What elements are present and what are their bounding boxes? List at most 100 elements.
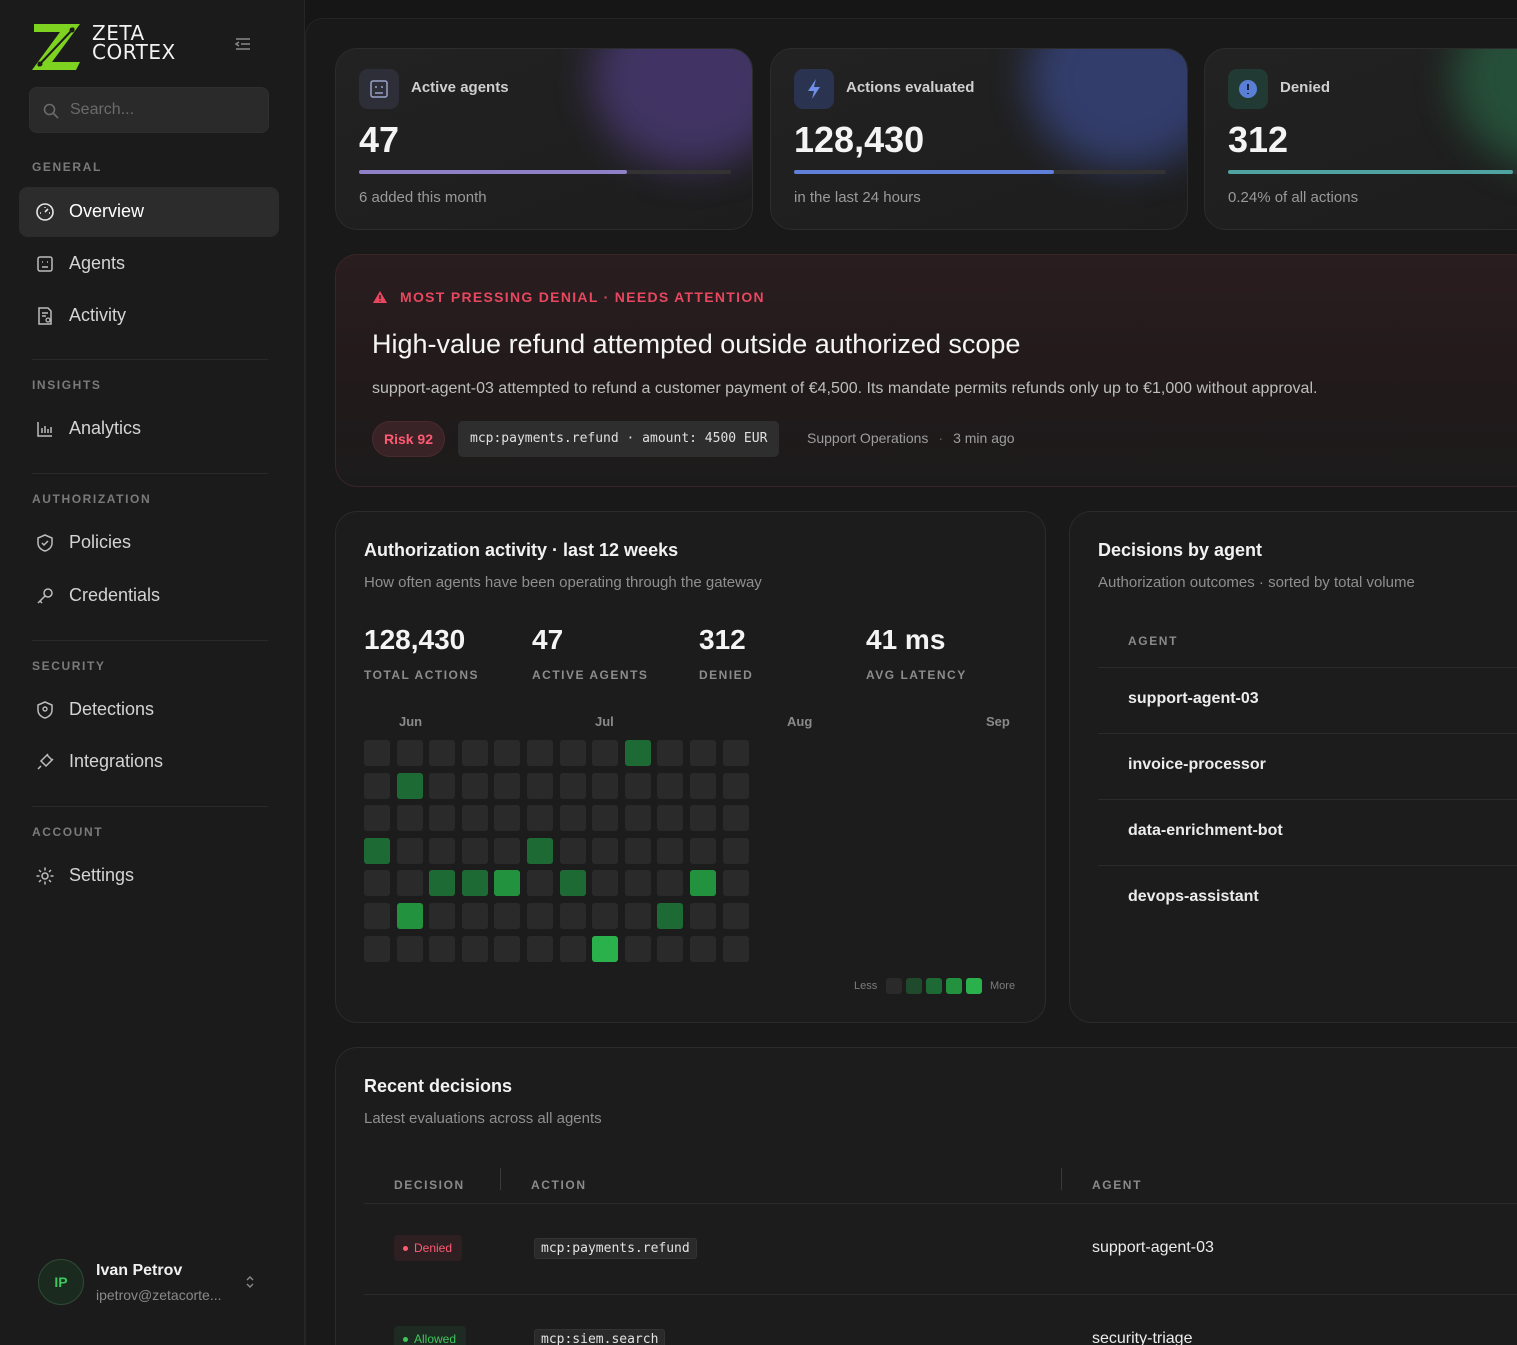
heatmap-cell[interactable] xyxy=(657,903,684,929)
heatmap-cell[interactable] xyxy=(657,740,684,766)
heatmap-cell[interactable] xyxy=(657,935,684,962)
agent-row[interactable]: invoice-processor xyxy=(1098,733,1517,799)
heatmap-cell[interactable] xyxy=(657,772,684,799)
heatmap-cell[interactable] xyxy=(592,805,619,832)
pressing-denial-alert[interactable]: MOST PRESSING DENIAL · NEEDS ATTENTION H… xyxy=(335,254,1517,487)
heatmap-cell[interactable] xyxy=(722,903,749,929)
heatmap-cell[interactable] xyxy=(527,740,553,766)
heatmap-cell[interactable] xyxy=(592,837,619,864)
heatmap-cell[interactable] xyxy=(657,870,684,897)
heatmap-cell[interactable] xyxy=(624,740,651,766)
nav-activity[interactable]: Activity xyxy=(19,291,279,341)
heatmap-cell[interactable] xyxy=(364,772,390,799)
heatmap-cell[interactable] xyxy=(396,870,423,897)
heatmap-cell[interactable] xyxy=(559,740,586,766)
heatmap-cell[interactable] xyxy=(624,805,651,832)
user-menu[interactable]: IP Ivan Petrov ipetrov@zetacorte... xyxy=(38,1259,268,1309)
heatmap-cell[interactable] xyxy=(592,903,619,929)
heatmap-cell[interactable] xyxy=(494,837,521,864)
agent-name[interactable]: security-triage xyxy=(1092,1330,1193,1345)
heatmap-cell[interactable] xyxy=(624,903,651,929)
heatmap-cell[interactable] xyxy=(559,935,586,962)
heatmap-cell[interactable] xyxy=(494,903,521,929)
stat-card-active-agents[interactable]: Active agents 47 6 added this month xyxy=(335,48,753,230)
heatmap-cell[interactable] xyxy=(364,870,390,897)
heatmap-cell[interactable] xyxy=(592,935,619,962)
heatmap-cell[interactable] xyxy=(559,837,586,864)
heatmap-cell[interactable] xyxy=(364,837,390,864)
heatmap-cell[interactable] xyxy=(396,837,423,864)
agent-name[interactable]: support-agent-03 xyxy=(1092,1239,1214,1256)
heatmap-cell[interactable] xyxy=(527,772,553,799)
heatmap-cell[interactable] xyxy=(722,870,749,897)
heatmap-cell[interactable] xyxy=(364,740,390,766)
heatmap-cell[interactable] xyxy=(722,772,749,799)
heatmap-cell[interactable] xyxy=(461,903,488,929)
heatmap-cell[interactable] xyxy=(592,740,619,766)
heatmap-cell[interactable] xyxy=(396,740,423,766)
heatmap-cell[interactable] xyxy=(592,772,619,799)
heatmap-cell[interactable] xyxy=(690,740,716,766)
heatmap-cell[interactable] xyxy=(429,935,456,962)
heatmap-cell[interactable] xyxy=(396,805,423,832)
heatmap-cell[interactable] xyxy=(429,805,456,832)
status-badge-denied[interactable]: Denied xyxy=(394,1235,463,1261)
nav-policies[interactable]: Policies xyxy=(19,518,279,568)
heatmap-cell[interactable] xyxy=(429,740,456,766)
heatmap-cell[interactable] xyxy=(592,870,619,897)
status-badge-allowed[interactable]: Allowed xyxy=(394,1326,467,1345)
nav-analytics[interactable]: Analytics xyxy=(19,404,279,454)
heatmap-cell[interactable] xyxy=(494,870,521,897)
nav-detections[interactable]: Detections xyxy=(19,685,279,735)
heatmap-cell[interactable] xyxy=(527,870,553,897)
nav-credentials[interactable]: Credentials xyxy=(19,571,279,621)
heatmap-cell[interactable] xyxy=(690,837,716,864)
heatmap-cell[interactable] xyxy=(624,935,651,962)
column-header-agent[interactable]: AGENT xyxy=(1092,1178,1142,1192)
heatmap-cell[interactable] xyxy=(559,805,586,832)
heatmap-cell[interactable] xyxy=(690,772,716,799)
brand-logo[interactable]: ZETA CORTEX xyxy=(30,22,180,72)
nav-overview[interactable]: Overview xyxy=(19,187,279,237)
heatmap-cell[interactable] xyxy=(690,935,716,962)
heatmap-cell[interactable] xyxy=(364,903,390,929)
heatmap-cell[interactable] xyxy=(690,870,716,897)
heatmap-cell[interactable] xyxy=(722,837,749,864)
heatmap-cell[interactable] xyxy=(559,903,586,929)
heatmap-cell[interactable] xyxy=(429,870,456,897)
heatmap-cell[interactable] xyxy=(461,805,488,832)
heatmap-cell[interactable] xyxy=(559,870,586,897)
heatmap-cell[interactable] xyxy=(494,805,521,832)
heatmap-cell[interactable] xyxy=(461,740,488,766)
heatmap-cell[interactable] xyxy=(527,805,553,832)
heatmap-cell[interactable] xyxy=(624,837,651,864)
nav-integrations[interactable]: Integrations xyxy=(19,737,279,787)
heatmap-cell[interactable] xyxy=(461,837,488,864)
risk-score-badge[interactable]: Risk 92 xyxy=(372,421,445,457)
heatmap-cell[interactable] xyxy=(429,772,456,799)
stat-card-actions-evaluated[interactable]: Actions evaluated 128,430 in the last 24… xyxy=(770,48,1188,230)
heatmap-cell[interactable] xyxy=(461,935,488,962)
agent-row[interactable]: devops-assistant xyxy=(1098,865,1517,931)
heatmap-cell[interactable] xyxy=(722,935,749,962)
nav-settings[interactable]: Settings xyxy=(19,851,279,901)
column-header-action[interactable]: ACTION xyxy=(531,1178,587,1192)
heatmap-cell[interactable] xyxy=(494,740,521,766)
heatmap-cell[interactable] xyxy=(494,935,521,962)
heatmap-cell[interactable] xyxy=(364,805,390,832)
heatmap-cell[interactable] xyxy=(364,935,390,962)
search-input[interactable] xyxy=(70,88,260,132)
heatmap-cell[interactable] xyxy=(722,805,749,832)
heatmap-cell[interactable] xyxy=(657,837,684,864)
heatmap-cell[interactable] xyxy=(690,805,716,832)
heatmap-cell[interactable] xyxy=(624,870,651,897)
heatmap-cell[interactable] xyxy=(396,935,423,962)
heatmap-cell[interactable] xyxy=(429,903,456,929)
search-box[interactable] xyxy=(29,87,269,133)
heatmap-cell[interactable] xyxy=(527,837,553,864)
heatmap-cell[interactable] xyxy=(527,903,553,929)
heatmap-cell[interactable] xyxy=(461,870,488,897)
agent-row[interactable]: support-agent-03 xyxy=(1098,667,1517,733)
heatmap-cell[interactable] xyxy=(690,903,716,929)
nav-agents[interactable]: Agents xyxy=(19,239,279,289)
